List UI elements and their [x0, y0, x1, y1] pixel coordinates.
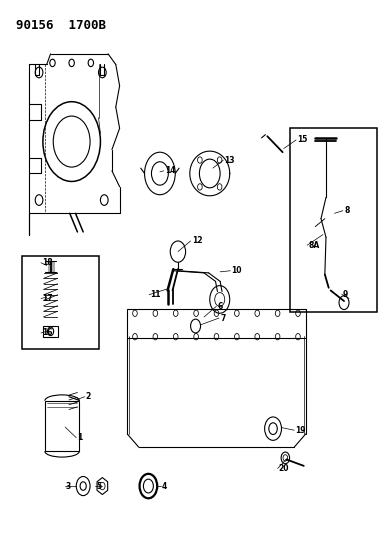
- Text: 20: 20: [279, 464, 289, 473]
- Bar: [290, 128, 377, 312]
- Text: 9: 9: [343, 289, 348, 298]
- Text: 10: 10: [232, 266, 242, 275]
- Text: 19: 19: [295, 426, 306, 435]
- Text: 2: 2: [86, 392, 91, 401]
- Text: 90156  1700B: 90156 1700B: [16, 19, 106, 33]
- Text: 7: 7: [220, 313, 226, 322]
- Bar: [43, 326, 58, 337]
- Text: 13: 13: [224, 156, 235, 165]
- Text: 18: 18: [42, 259, 53, 267]
- Text: 15: 15: [297, 135, 308, 144]
- Text: 5: 5: [97, 481, 102, 490]
- Text: 8A: 8A: [308, 241, 320, 250]
- Text: 1: 1: [77, 433, 83, 442]
- Text: 8: 8: [344, 206, 350, 215]
- Text: 3: 3: [66, 481, 71, 490]
- Bar: [22, 256, 99, 349]
- Bar: [127, 309, 306, 338]
- Text: 6: 6: [218, 302, 223, 311]
- Text: 4: 4: [162, 481, 167, 490]
- Text: 16: 16: [42, 328, 53, 337]
- Text: 12: 12: [192, 237, 202, 246]
- Text: 17: 17: [42, 294, 53, 303]
- Bar: [45, 401, 79, 451]
- Text: 14: 14: [165, 166, 176, 175]
- Text: 11: 11: [150, 290, 161, 299]
